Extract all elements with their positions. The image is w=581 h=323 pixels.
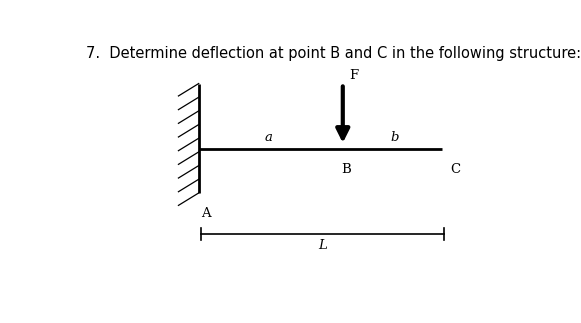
Text: B: B <box>342 163 352 176</box>
Text: b: b <box>390 131 399 144</box>
Text: A: A <box>200 207 210 220</box>
Text: C: C <box>450 163 460 176</box>
Text: a: a <box>264 131 272 144</box>
Text: L: L <box>318 239 327 252</box>
Text: 7.  Determine deflection at point B and C in the following structure:: 7. Determine deflection at point B and C… <box>86 46 581 61</box>
Text: F: F <box>350 69 358 82</box>
